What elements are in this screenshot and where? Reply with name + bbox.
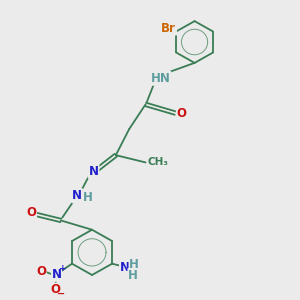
Text: +: + <box>58 264 66 273</box>
Text: O: O <box>26 206 36 219</box>
Text: O: O <box>177 106 187 120</box>
Text: N: N <box>52 268 61 281</box>
Text: CH₃: CH₃ <box>147 158 168 167</box>
Text: N: N <box>72 189 82 202</box>
Text: N: N <box>120 261 130 274</box>
Text: Br: Br <box>161 22 176 34</box>
Text: O: O <box>36 265 46 278</box>
Text: H: H <box>129 258 139 271</box>
Text: −: − <box>57 289 65 299</box>
Text: H: H <box>128 269 138 282</box>
Text: O: O <box>50 283 60 296</box>
Text: H: H <box>82 191 92 204</box>
Text: N: N <box>88 165 98 178</box>
Text: HN: HN <box>151 72 170 85</box>
